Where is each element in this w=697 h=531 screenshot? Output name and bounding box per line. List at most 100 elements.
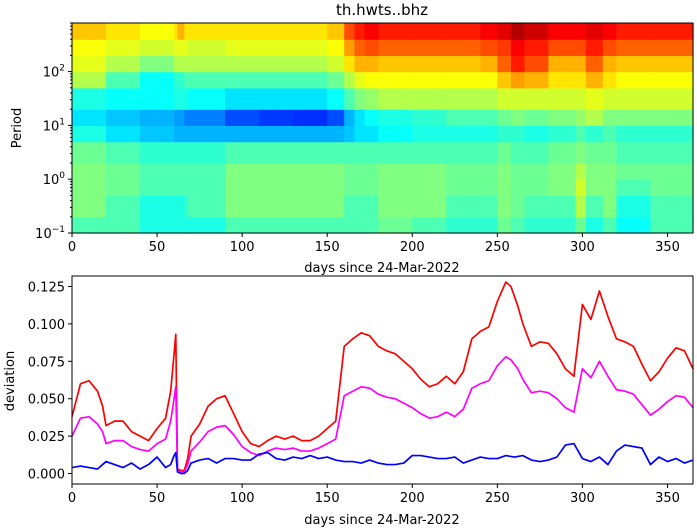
heatmap-cell	[446, 179, 481, 196]
heatmap-cell	[548, 216, 577, 234]
heatmap-cell	[184, 195, 189, 218]
heatmap-cell	[510, 23, 526, 40]
heatmap-cell	[524, 125, 549, 143]
chart-title: th.hwts..bhz	[336, 1, 428, 19]
heatmap-cell	[497, 87, 512, 110]
heatmap-cell	[99, 23, 107, 40]
heatmap-cell	[99, 163, 107, 180]
heatmap-cell	[72, 71, 100, 89]
heatmap-cell	[106, 195, 141, 218]
heatmap-cell	[106, 55, 141, 73]
heatmap-cell	[616, 179, 652, 196]
heatmap-cell	[225, 179, 260, 196]
heatmap-cell	[177, 179, 182, 196]
heatmap-cell	[187, 216, 226, 234]
heatmap-cell	[140, 179, 175, 196]
heatmap-cell	[72, 141, 100, 164]
x-tick-label: 50	[149, 240, 166, 255]
heatmap-cell	[364, 141, 379, 164]
heatmap-cell	[585, 87, 604, 110]
heatmap-cell	[378, 55, 413, 73]
bottom-plot-frame	[71, 275, 694, 485]
heatmap-cell	[140, 109, 175, 126]
heatmap-cell	[585, 216, 604, 234]
heatmap-cell	[177, 71, 182, 89]
heatmap-cell	[650, 87, 694, 110]
spectrogram-panel: th.hwts..bhz 0 50 100 150 200 250 300 350 10−11…	[10, 1, 694, 276]
heatmap-cell	[480, 125, 498, 143]
heatmap-cell	[187, 87, 226, 110]
heatmap-cell	[72, 109, 100, 126]
heatmap-cell	[72, 163, 100, 180]
heatmap-cell	[524, 179, 549, 196]
heatmap-cell	[187, 109, 226, 126]
heatmap-cell	[378, 195, 413, 218]
heatmap-cell	[548, 125, 577, 143]
heatmap-cell	[354, 125, 366, 143]
y-tick-label: 100	[43, 171, 66, 188]
heatmap-cell	[99, 87, 107, 110]
heatmap-cell	[497, 39, 512, 56]
heatmap-cell	[548, 195, 577, 218]
heatmap-cell	[344, 55, 356, 73]
heatmap-cell	[364, 179, 379, 196]
heatmap-cell	[327, 23, 345, 40]
heatmap-cell	[412, 163, 447, 180]
heatmap-cell	[99, 216, 107, 234]
heatmap-cell	[497, 125, 512, 143]
heatmap-cell	[106, 179, 141, 196]
x-tick-label: 150	[315, 240, 340, 255]
heatmap-cell	[575, 109, 587, 126]
heatmap-cell	[140, 23, 175, 40]
heatmap-cell	[72, 87, 100, 110]
heatmap-cell	[354, 195, 366, 218]
heatmap-cell	[99, 109, 107, 126]
heatmap-cell	[293, 125, 328, 143]
y-tick-label: 0.025	[28, 430, 65, 445]
heatmap-cell	[99, 125, 107, 143]
heatmap-cell	[327, 216, 345, 234]
heatmap-cell	[575, 87, 587, 110]
heatmap-cell	[650, 55, 694, 73]
heatmap-cell	[378, 125, 413, 143]
heatmap-cell	[364, 163, 379, 180]
heatmap-cell	[177, 55, 182, 73]
heatmap-cell	[174, 109, 179, 126]
heatmap-cell	[344, 87, 356, 110]
heatmap-cell	[354, 87, 366, 110]
heatmap-cell	[616, 195, 652, 218]
heatmap-cell	[480, 23, 498, 40]
heatmap-cell	[446, 141, 481, 164]
heatmap-cell	[480, 195, 498, 218]
heatmap-cell	[177, 195, 182, 218]
heatmap-cell	[184, 71, 189, 89]
heatmap-cell	[510, 109, 526, 126]
heatmap-cell	[293, 195, 328, 218]
heatmap-cell	[99, 179, 107, 196]
heatmap-cell	[602, 23, 618, 40]
heatmap-cell	[259, 55, 294, 73]
series-line-blue	[71, 442, 694, 475]
heatmap-cell	[225, 55, 260, 73]
deviation-panel: 0 50 100 150 200 250 300 350 0.0000.0250.0500.0…	[3, 275, 694, 528]
heatmap-cell	[585, 55, 604, 73]
heatmap-cell	[575, 125, 587, 143]
heatmap-cell	[585, 39, 604, 56]
heatmap-cell	[187, 195, 226, 218]
heatmap-cell	[293, 216, 328, 234]
heatmap-cell	[327, 71, 345, 89]
heatmap-cell	[446, 163, 481, 180]
heatmap-cell	[378, 71, 413, 89]
heatmap-cell	[616, 71, 652, 89]
heatmap-cell	[585, 71, 604, 89]
heatmap-cell	[364, 125, 379, 143]
heatmap-cell	[140, 87, 175, 110]
heatmap-cell	[510, 179, 526, 196]
heatmap-cell	[140, 39, 175, 56]
heatmap-cell	[497, 216, 512, 234]
heatmap-cell	[174, 163, 179, 180]
heatmap-cell	[602, 55, 618, 73]
heatmap-cell	[354, 109, 366, 126]
heatmap-cell	[177, 39, 182, 56]
heatmap-cell	[510, 39, 526, 56]
